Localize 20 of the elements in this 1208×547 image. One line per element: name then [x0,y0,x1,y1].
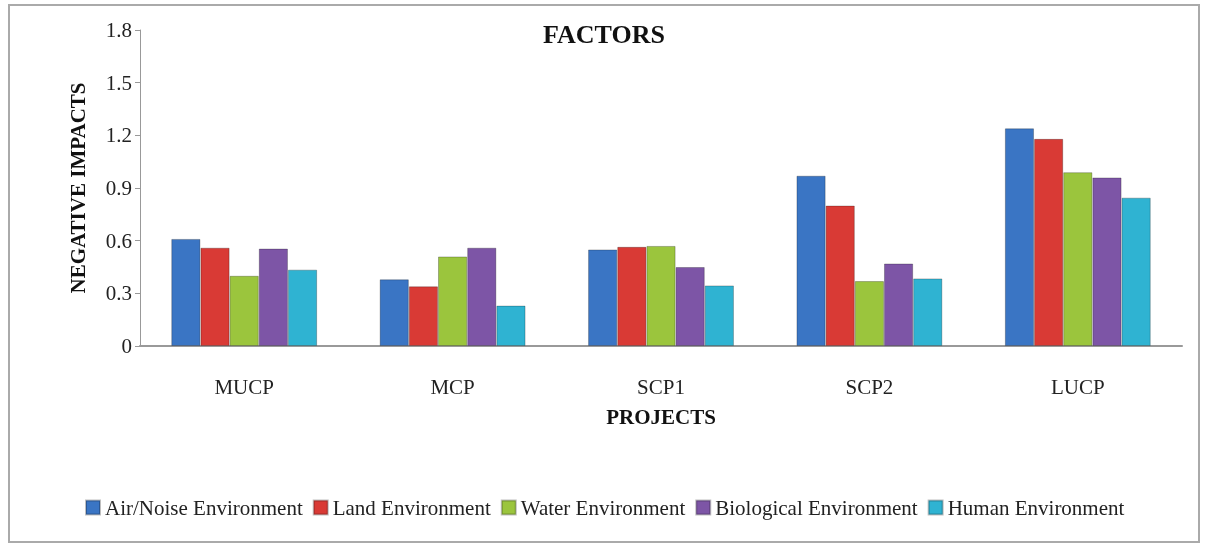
y-axis-title: NEGATIVE IMPACTS [65,82,90,294]
chart-title: FACTORS [543,19,665,49]
y-tick-label: 0.9 [105,176,132,200]
x-axis-title: PROJECTS [606,404,716,429]
x-tick-label: MCP [430,374,475,399]
x-tick-label: SCP1 [637,374,685,399]
y-tick-label: 0.3 [105,281,132,306]
legend-label: Land Environment [332,495,491,520]
x-tick-label: LUCP [1050,374,1105,399]
y-tick-label: 0.6 [105,228,132,253]
y-tick-label: 1.5 [105,70,132,95]
legend-label: Air/Noise Environment [105,495,303,520]
x-tick-label: SCP2 [845,374,894,399]
y-tick-label: 1.8 [105,18,132,42]
legend-label: Water Environment [520,495,686,520]
legend-label: Human Environment [947,495,1125,520]
x-tick-label: MUCP [214,374,274,399]
y-tick-label: 0 [121,334,132,358]
legend-label: Biological Environment [715,495,918,520]
y-tick-label: 1.2 [105,123,132,148]
